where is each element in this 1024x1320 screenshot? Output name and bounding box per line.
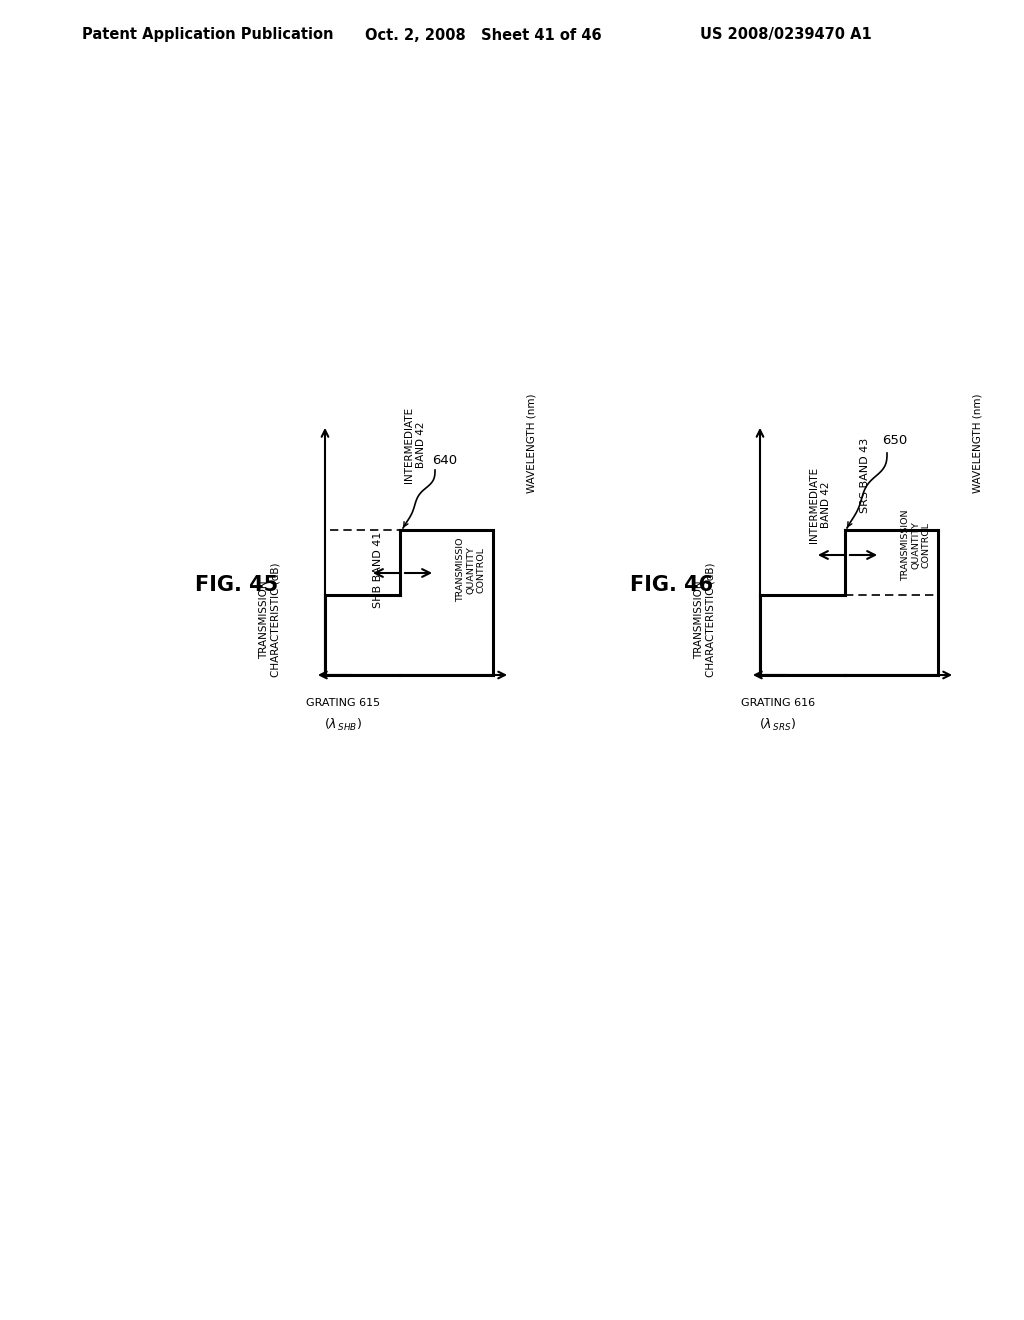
Text: FIG. 46: FIG. 46 bbox=[630, 576, 713, 595]
Text: ($\lambda_{\,SRS}$): ($\lambda_{\,SRS}$) bbox=[760, 717, 797, 733]
Text: Patent Application Publication: Patent Application Publication bbox=[82, 28, 334, 42]
Text: 650: 650 bbox=[883, 433, 907, 446]
Text: GRATING 615: GRATING 615 bbox=[306, 698, 380, 708]
Text: INTERMEDIATE
BAND 42: INTERMEDIATE BAND 42 bbox=[404, 407, 426, 483]
Text: 640: 640 bbox=[432, 454, 458, 466]
Text: WAVELENGTH (nm): WAVELENGTH (nm) bbox=[972, 393, 982, 492]
Text: INTERMEDIATE
BAND 42: INTERMEDIATE BAND 42 bbox=[809, 467, 830, 543]
Text: SRS BAND 43: SRS BAND 43 bbox=[860, 437, 870, 512]
Text: FIG. 45: FIG. 45 bbox=[195, 576, 279, 595]
Text: ($\lambda_{\,SHB}$): ($\lambda_{\,SHB}$) bbox=[324, 717, 362, 733]
Text: US 2008/0239470 A1: US 2008/0239470 A1 bbox=[700, 28, 871, 42]
Text: TRANSMISSION
QUANTITY
CONTROL: TRANSMISSION QUANTITY CONTROL bbox=[901, 510, 931, 581]
Text: WAVELENGTH (nm): WAVELENGTH (nm) bbox=[527, 393, 537, 492]
Text: SHB BAND 41: SHB BAND 41 bbox=[373, 532, 383, 609]
Text: Oct. 2, 2008   Sheet 41 of 46: Oct. 2, 2008 Sheet 41 of 46 bbox=[365, 28, 602, 42]
Text: GRATING 616: GRATING 616 bbox=[741, 698, 815, 708]
Text: TRANSMISSIO
QUANTITY
CONTROL: TRANSMISSIO QUANTITY CONTROL bbox=[456, 537, 486, 602]
Text: TRANSMISSION
CHARACTERISTIC (dB): TRANSMISSION CHARACTERISTIC (dB) bbox=[694, 562, 716, 677]
Text: TRANSMISSION
CHARACTERISTIC (dB): TRANSMISSION CHARACTERISTIC (dB) bbox=[259, 562, 281, 677]
